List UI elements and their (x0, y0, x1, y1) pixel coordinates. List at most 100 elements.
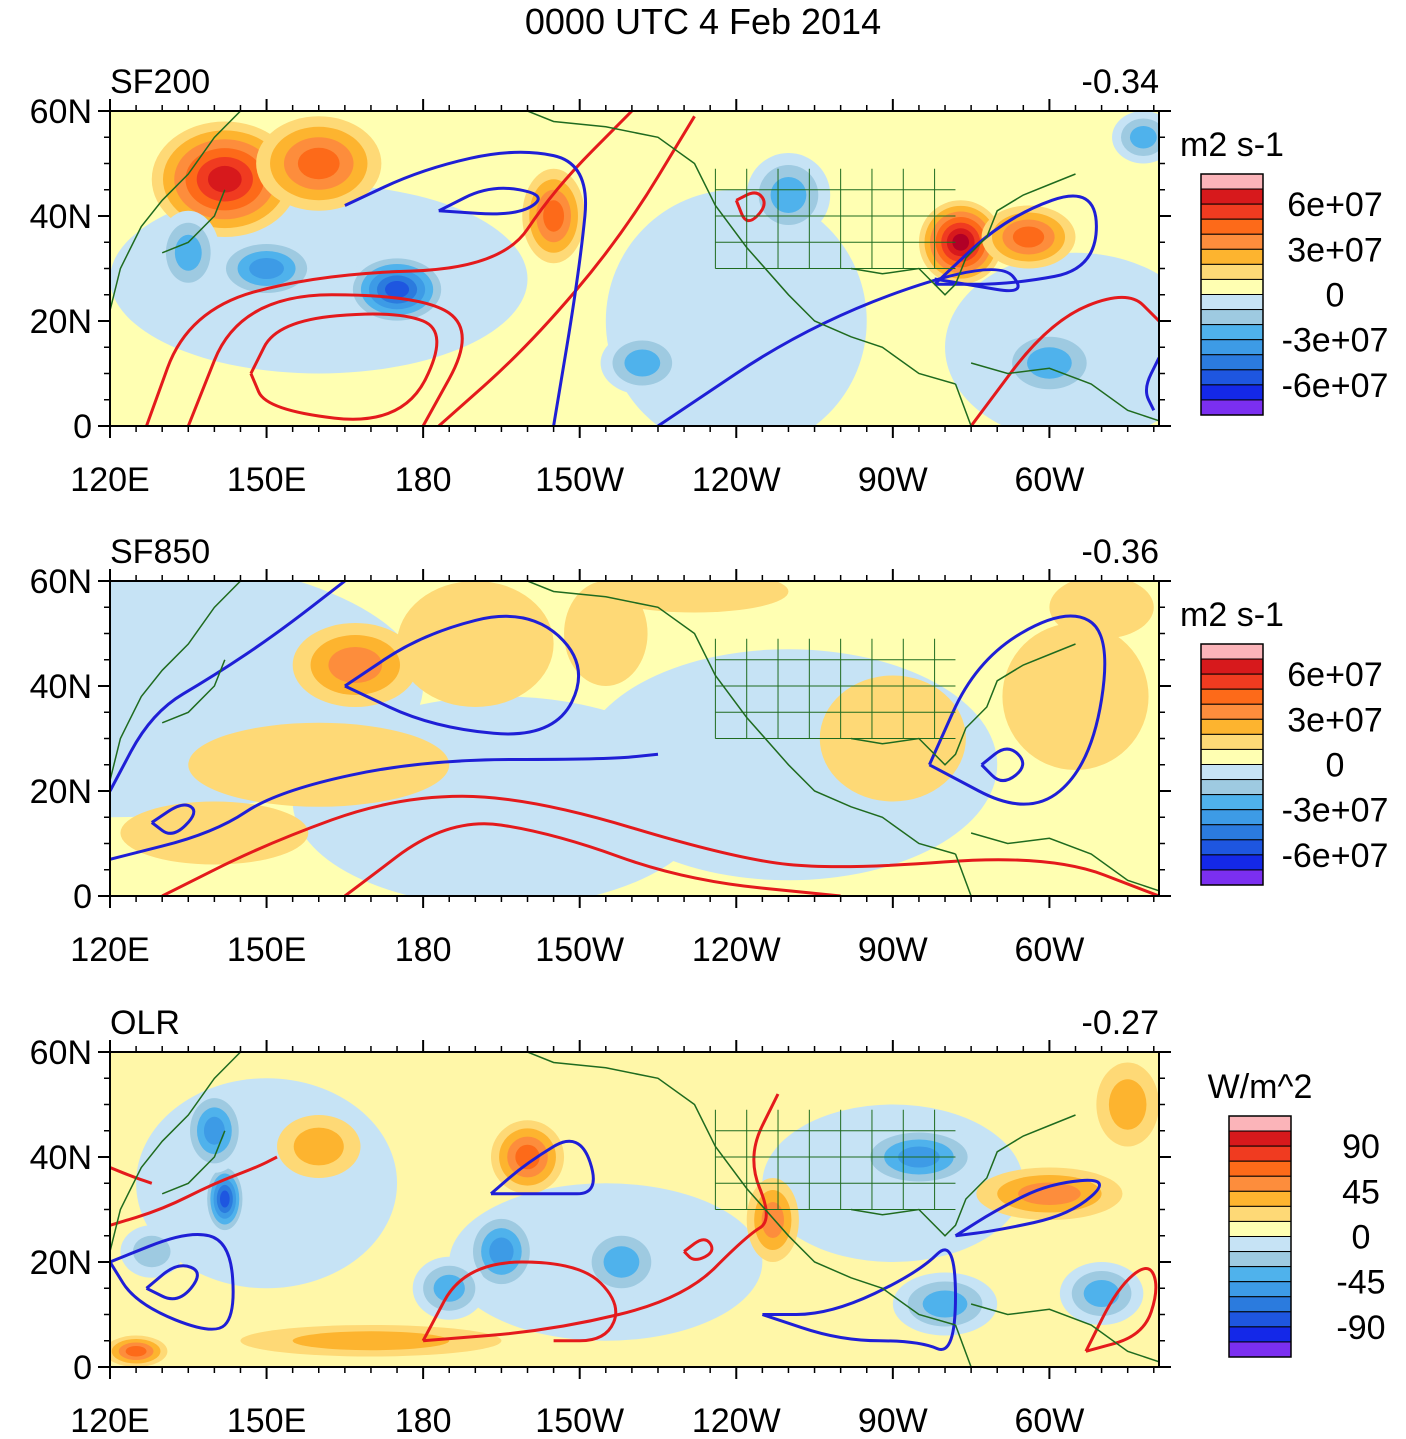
sf200-shade-blob (981, 205, 1076, 269)
sf850-field (110, 581, 1159, 896)
sf850-colorbar-swatch (1200, 733, 1264, 750)
sf200-shade-level (952, 233, 970, 251)
sf200-shade-level (384, 281, 410, 298)
olr-colorbar-swatch (1228, 1296, 1292, 1313)
sf200-contour-red (249, 312, 439, 421)
sf850-contour-blue (110, 581, 346, 792)
olr-shade-blob (183, 1088, 246, 1173)
sf200-contour-red (969, 295, 1159, 426)
olr-shade-level (433, 1274, 465, 1302)
olr-colorbar-swatch (1228, 1251, 1292, 1268)
olr-shade-blob (976, 1167, 1123, 1220)
sf200-colorbar-swatch (1200, 248, 1264, 265)
sf200-coastline (850, 173, 1076, 296)
olr-xtick-label: 150E (227, 1402, 306, 1439)
figure-title: 0000 UTC 4 Feb 2014 (524, 1, 882, 42)
sf200-colorbar-swatch (1200, 188, 1264, 205)
sf850-ytick-label: 20N (30, 773, 92, 811)
sf850-shade-level (600, 581, 789, 613)
sf850-colorbar-swatch (1200, 658, 1264, 675)
olr-contour-blue (954, 1178, 1101, 1238)
sf850-contour-blue (344, 614, 581, 736)
sf200-colorbar-swatch (1200, 233, 1264, 250)
sf200-shade-level (1129, 126, 1157, 149)
olr-contour-blue (145, 1264, 199, 1301)
olr-coastline (850, 1114, 1076, 1237)
sf200-shade-blob (1112, 111, 1159, 164)
sf200-contour-red (145, 111, 633, 426)
sf850-colorbar-swatch (1200, 718, 1264, 735)
sf850-ytick-label: 0 (73, 878, 92, 916)
sf850-coastline (970, 832, 1159, 892)
sf850-xtick-label: 60W (1014, 931, 1084, 969)
olr-colorbar-swatch (1228, 1311, 1292, 1328)
sf200-shade-level (174, 234, 202, 271)
olr-colorbar-swatch (1228, 1205, 1292, 1222)
sf850-colorbar-swatch (1200, 688, 1264, 705)
olr-xtick-label: 90W (858, 1402, 928, 1439)
olr-shade-blob (746, 1178, 799, 1262)
sf850-shade-blob (1002, 623, 1149, 770)
sf200-shade-blob (918, 200, 1003, 285)
olr-coastline (954, 1324, 972, 1367)
sf200-colorbar-frame (1200, 173, 1264, 416)
sf200-coastline (161, 189, 226, 254)
sf850-contour-red (343, 822, 841, 896)
sf200-contour-blue (657, 268, 1020, 426)
olr-colorbar-label: 45 (1342, 1173, 1380, 1211)
sf850-colorbar-swatch (1200, 854, 1264, 871)
sf850-shade-blob (397, 581, 554, 707)
olr-colorbar-label: -90 (1336, 1309, 1385, 1347)
sf200-shade-level (297, 147, 340, 180)
sf200-shade-blob (600, 331, 685, 395)
sf200-colorbar-swatch (1200, 294, 1264, 311)
sf850-colorbar-swatch (1200, 794, 1264, 811)
olr-shade-level (1018, 1182, 1081, 1205)
olr-colorbar-swatch (1228, 1326, 1292, 1343)
olr-shade-blob (1096, 1062, 1159, 1147)
sf200-shade-blob (214, 237, 319, 300)
olr-contour-red (422, 1093, 780, 1343)
sf200-stat-value: -0.34 (1082, 63, 1160, 101)
sf850-xtick-label: 120W (692, 931, 781, 969)
sf850-colorbar-label: -6e+07 (1282, 837, 1389, 875)
sf200-colorbar-label: -3e+07 (1282, 322, 1389, 360)
sf850-colorbar-units: m2 s-1 (1180, 596, 1284, 634)
sf850-colorbar-label: 6e+07 (1287, 656, 1383, 694)
olr-xtick-label: 60W (1014, 1402, 1084, 1439)
sf850-contour-blue (928, 614, 1107, 806)
olr-shade-level (292, 1331, 450, 1351)
sf200-colorbar-swatch (1200, 203, 1264, 220)
olr-ytick-label: 20N (30, 1244, 92, 1282)
olr-colorbar-swatch (1228, 1115, 1292, 1132)
sf200-colorbar-label: 0 (1326, 277, 1345, 315)
sf850-coastline (110, 581, 242, 781)
olr-contour-red (421, 1260, 618, 1343)
sf850-shade-level (1049, 581, 1154, 639)
sf200-colorbar-swatch (1200, 339, 1264, 356)
sf200-xtick-label: 120E (70, 461, 149, 499)
sf850-shade-blob (564, 581, 648, 686)
sf200-colorbar-swatch (1200, 399, 1264, 416)
sf200-shade-level (624, 349, 661, 377)
olr-colorbar-swatch (1228, 1341, 1292, 1358)
olr-xtick-label: 120W (692, 1402, 781, 1439)
olr-shade-level (132, 1235, 171, 1268)
olr-shade-blob (490, 1120, 565, 1194)
sf200-contour-blue (344, 150, 588, 426)
olr-colorbar-swatch (1228, 1145, 1292, 1162)
sf850-colorbar-swatch (1200, 703, 1264, 720)
sf850-shade-level (564, 581, 648, 686)
olr-shade-blob (277, 1115, 361, 1178)
sf200-ytick-label: 0 (73, 408, 92, 446)
olr-colorbar-swatch (1228, 1130, 1292, 1147)
olr-shade-level (219, 1190, 230, 1208)
sf850-ytick-label: 40N (30, 668, 92, 706)
olr-colorbar-units: W/m^2 (1208, 1068, 1313, 1106)
olr-shade-blob (240, 1325, 502, 1357)
panel-sf200: 120E 150E 180 150W 120W 90W 60W 0 20N 40N 60N SF200… (30, 63, 1389, 499)
olr-colorbar-label: 90 (1342, 1128, 1380, 1166)
sf200-contour-red (437, 115, 696, 426)
sf850-ytick-label: 60N (30, 563, 92, 601)
